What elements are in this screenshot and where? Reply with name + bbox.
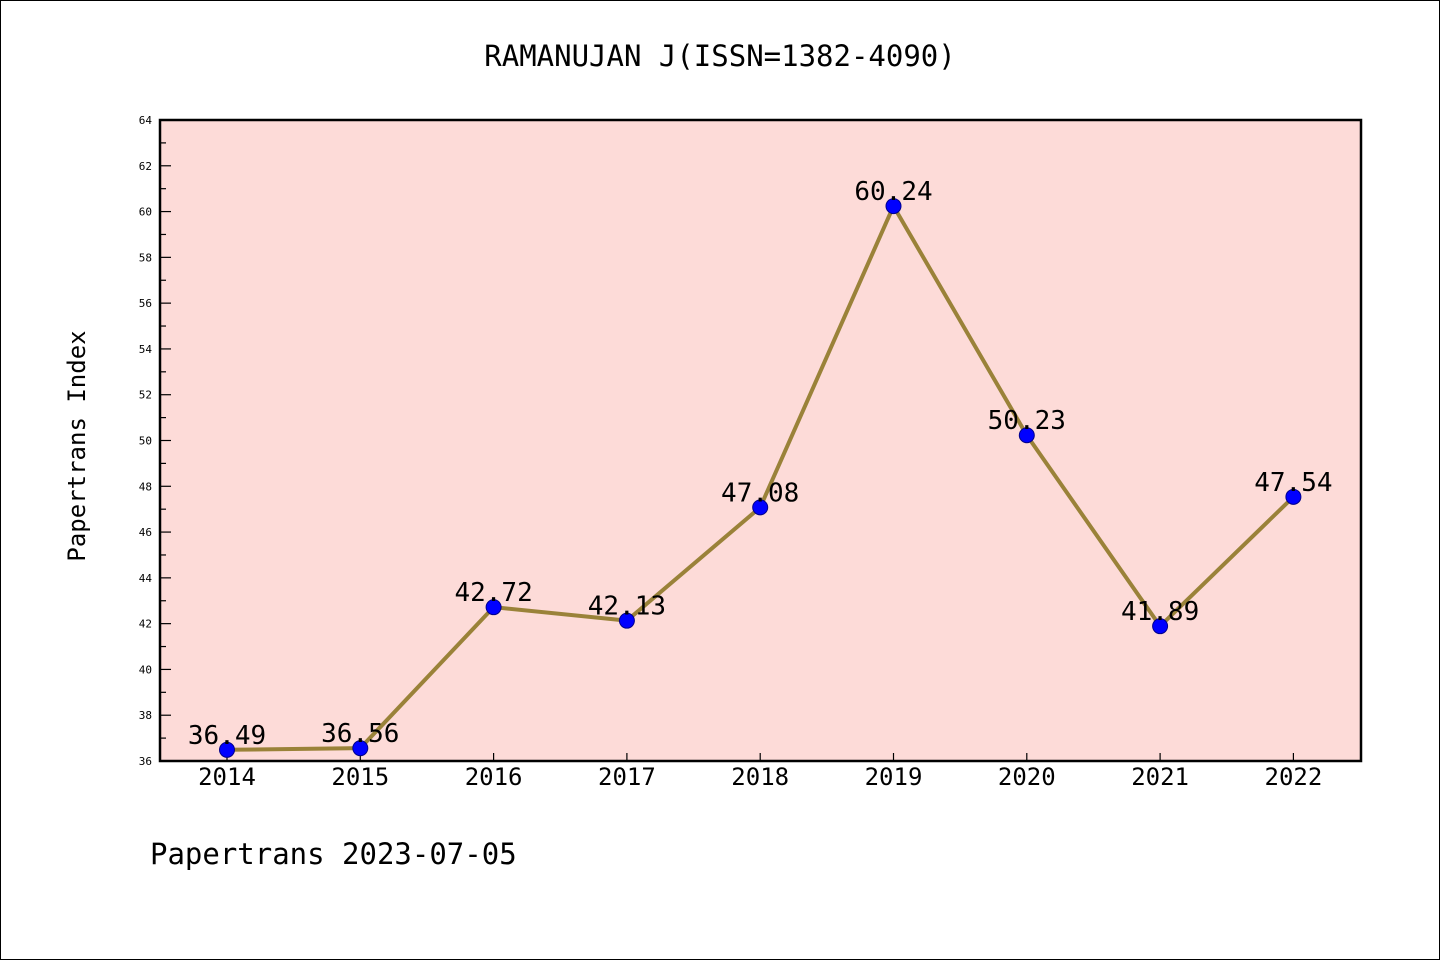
x-tick-labels: 2014 2015 2016 2017 2018 2019 2020 2021 2022	[198, 753, 1322, 791]
data-label: 36.56	[321, 719, 399, 749]
plot-border	[158, 118, 1363, 763]
x-tick-label: 2020	[998, 763, 1056, 791]
data-point	[485, 599, 502, 616]
x-tick-label: 2018	[731, 763, 789, 791]
data-label: 60.24	[854, 177, 932, 207]
data-point	[219, 741, 235, 758]
x-tick-label: 2015	[331, 763, 389, 791]
y-tick-label: 58	[139, 251, 152, 264]
y-tick-label: 60	[139, 206, 152, 219]
footer-note: Papertrans 2023-07-05	[150, 837, 517, 871]
x-tick-label: 2021	[1131, 763, 1189, 791]
data-point	[618, 612, 635, 629]
data-point	[1018, 427, 1035, 444]
y-axis-label: Papertrans Index	[63, 330, 91, 561]
x-tick-label: 2022	[1265, 763, 1323, 791]
data-points	[219, 198, 1302, 758]
x-tick-label: 2019	[865, 763, 923, 791]
y-tick-label: 48	[139, 480, 152, 493]
data-point	[352, 740, 369, 757]
y-tick-label: 54	[139, 343, 153, 356]
data-label: 47.54	[1254, 468, 1332, 498]
y-tick-label: 38	[139, 709, 152, 722]
y-tick-label: 44	[139, 572, 153, 585]
data-labels: 36.49 36.56 42.72 42.13 47.08 60.24 50.23 41.89…	[188, 177, 1333, 751]
data-point	[752, 499, 769, 516]
x-tick-label: 2016	[465, 763, 523, 791]
y-tick-label: 56	[139, 297, 152, 310]
data-label: 41.89	[1121, 597, 1199, 627]
data-label: 42.72	[454, 578, 532, 608]
data-label: 47.08	[721, 478, 799, 508]
data-point	[1152, 618, 1169, 635]
chart-title: RAMANUJAN J(ISSN=1382-4090)	[484, 39, 955, 73]
data-point	[1285, 488, 1302, 505]
y-tick-label: 42	[139, 618, 152, 631]
y-tick-label: 64	[139, 114, 153, 127]
y-tick-label: 50	[139, 435, 152, 448]
y-tick-label: 40	[139, 663, 152, 676]
y-tick-label: 36	[139, 755, 152, 768]
x-tick-label: 2014	[198, 763, 256, 791]
data-label: 42.13	[588, 592, 666, 622]
x-tick-label: 2017	[598, 763, 656, 791]
data-point	[885, 198, 902, 215]
y-tick-label: 52	[139, 389, 152, 402]
y-ticks: 36 38 40 42 44 46 48 50 52 54 56 58 60 62 64	[139, 114, 171, 768]
plot-area	[160, 120, 1361, 761]
data-label: 50.23	[988, 406, 1066, 436]
y-tick-label: 62	[139, 160, 152, 173]
data-label: 36.49	[188, 721, 266, 751]
y-tick-label: 46	[139, 526, 152, 539]
